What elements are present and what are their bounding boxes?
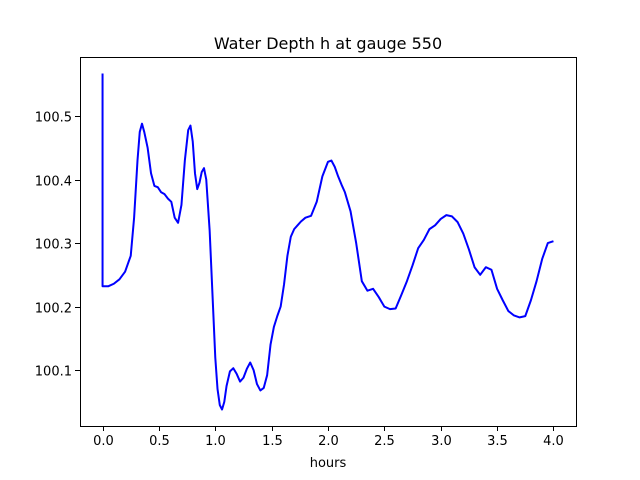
plot-area: [80, 57, 577, 427]
y-tick-label: 100.3: [35, 238, 72, 253]
x-tick-label: 1.0: [205, 434, 226, 449]
y-tick-label: 100.1: [35, 365, 72, 380]
y-tick-label: 100.2: [35, 302, 72, 317]
x-tick-label: 3.0: [431, 434, 452, 449]
x-tick-label: 2.0: [318, 434, 339, 449]
x-axis-label: hours: [310, 456, 347, 471]
y-tick-label: 100.4: [35, 175, 72, 190]
x-tick-label: 4.0: [543, 434, 564, 449]
chart-title: Water Depth h at gauge 550: [214, 34, 442, 53]
y-tick-label: 100.5: [35, 111, 72, 126]
x-tick-label: 0.0: [93, 434, 114, 449]
x-tick-label: 1.5: [262, 434, 283, 449]
x-axis: 0.0 0.5 1.0 1.5 2.0 2.5 3.0 3.5 4.0: [93, 426, 564, 449]
x-tick-label: 0.5: [149, 434, 170, 449]
x-tick-label: 3.5: [487, 434, 508, 449]
x-tick-label: 2.5: [374, 434, 395, 449]
y-axis: 100.1 100.2 100.3 100.4 100.5: [35, 111, 80, 380]
plot-frame: [80, 57, 577, 427]
series-line: [101, 73, 554, 411]
